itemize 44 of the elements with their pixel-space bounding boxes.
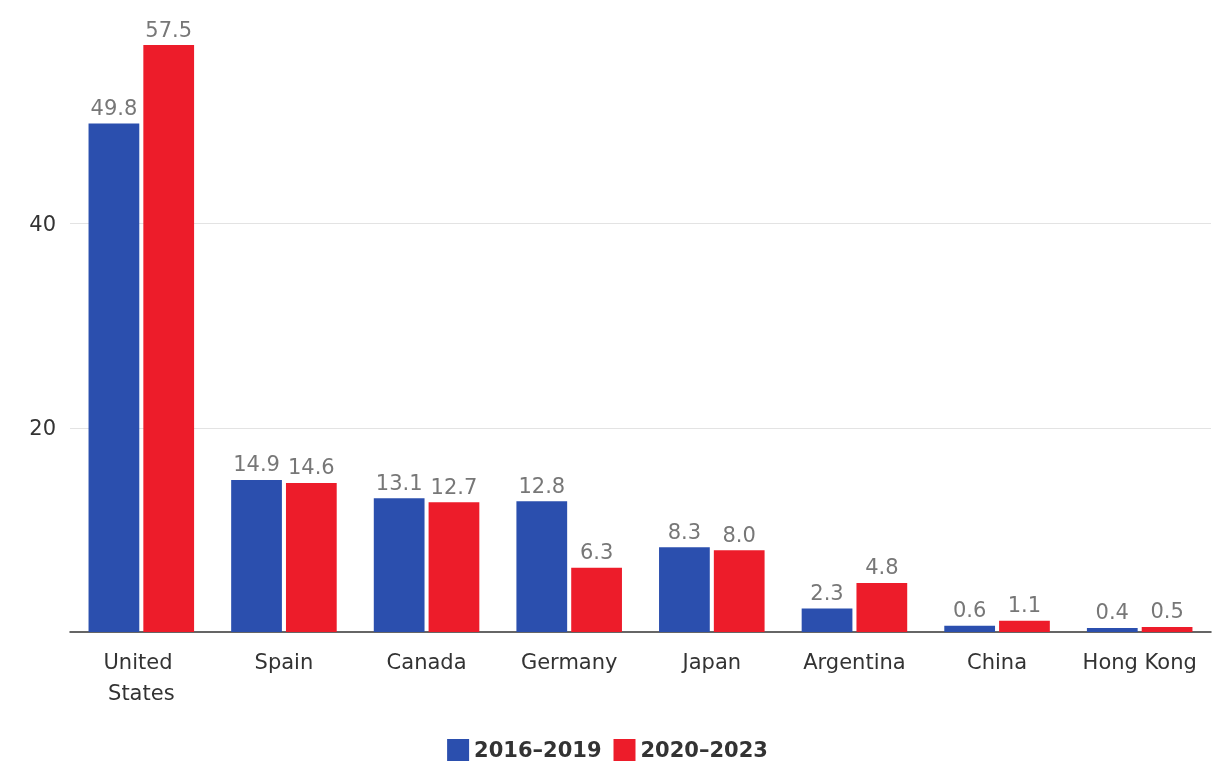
data-label: 0.5 <box>1150 599 1184 624</box>
data-label: 57.5 <box>145 17 193 42</box>
legend-label: 2020–2023 <box>640 738 768 762</box>
x-tick-label: Germany <box>520 649 618 674</box>
y-tick-label: 40 <box>29 211 56 236</box>
x-tick-label: Argentina <box>803 649 906 674</box>
data-label: 8.3 <box>667 519 702 544</box>
bar <box>285 482 337 632</box>
x-tick-label: United States <box>103 649 180 705</box>
data-label: 2.3 <box>810 581 844 606</box>
bar <box>88 123 140 632</box>
x-tick-label: Spain <box>254 649 314 674</box>
bar <box>373 498 425 632</box>
bar <box>944 625 996 632</box>
bar <box>1086 627 1138 632</box>
data-label: 14.9 <box>233 452 280 477</box>
x-tick-label: China <box>967 649 1028 674</box>
bar <box>856 583 908 632</box>
bar <box>801 608 853 632</box>
legend-label: 2016–2019 <box>474 738 602 762</box>
bar <box>999 620 1050 632</box>
bar <box>516 501 568 632</box>
data-label: 13.1 <box>375 470 423 495</box>
data-label: 0.6 <box>952 598 987 623</box>
data-label: 12.8 <box>518 473 566 498</box>
data-label: 1.1 <box>1007 593 1042 618</box>
bar <box>1141 626 1193 632</box>
x-tick-label: Canada <box>386 649 467 674</box>
data-label: 12.7 <box>430 474 478 499</box>
x-tick-label: Hong Kong <box>1082 649 1197 674</box>
data-label: 0.4 <box>1095 600 1129 625</box>
bar <box>659 547 710 632</box>
bar <box>713 550 765 632</box>
bar <box>231 479 282 632</box>
data-label: 4.8 <box>865 555 899 580</box>
data-label: 6.3 <box>579 540 614 565</box>
data-label: 8.0 <box>722 522 756 547</box>
x-tick-label: Japan <box>680 649 742 674</box>
data-label: 49.8 <box>90 96 138 121</box>
bar <box>143 45 195 632</box>
data-label: 14.6 <box>287 455 335 480</box>
y-tick-label: 20 <box>29 415 56 440</box>
bar <box>428 502 480 632</box>
bar <box>571 567 622 632</box>
